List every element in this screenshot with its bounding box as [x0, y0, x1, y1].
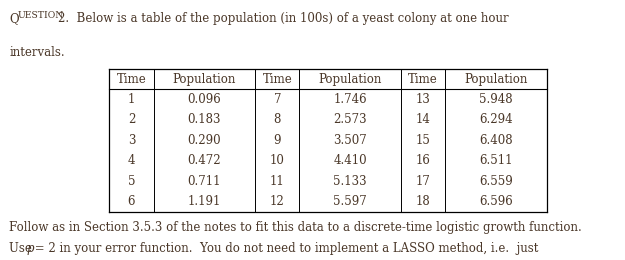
Text: intervals.: intervals. — [9, 46, 65, 58]
Text: Time: Time — [262, 73, 292, 86]
Text: 4: 4 — [127, 154, 135, 167]
Text: 17: 17 — [416, 175, 431, 188]
Text: 18: 18 — [416, 195, 431, 208]
Text: 5.597: 5.597 — [333, 195, 367, 208]
Text: 3: 3 — [127, 134, 135, 147]
Text: 4.410: 4.410 — [333, 154, 367, 167]
Text: 0.096: 0.096 — [188, 93, 221, 106]
Text: 7: 7 — [274, 93, 281, 106]
Text: 0.711: 0.711 — [188, 175, 221, 188]
Text: 5: 5 — [127, 175, 135, 188]
Text: UESTION: UESTION — [18, 11, 64, 20]
Text: 0.290: 0.290 — [188, 134, 221, 147]
Text: 3.507: 3.507 — [333, 134, 367, 147]
Text: 14: 14 — [416, 113, 431, 126]
Text: Use: Use — [9, 242, 36, 255]
Text: 6.511: 6.511 — [479, 154, 512, 167]
Text: 6.294: 6.294 — [479, 113, 513, 126]
Text: 8: 8 — [274, 113, 281, 126]
Text: Time: Time — [408, 73, 438, 86]
Text: 0.472: 0.472 — [188, 154, 221, 167]
Text: 1: 1 — [127, 93, 135, 106]
Text: 5.948: 5.948 — [479, 93, 513, 106]
Text: = 2 in your error function.  You do not need to implement a LASSO method, i.e.  : = 2 in your error function. You do not n… — [31, 242, 538, 255]
Text: Population: Population — [319, 73, 382, 86]
Text: 2.  Below is a table of the population (in 100s) of a yeast colony at one hour: 2. Below is a table of the population (i… — [58, 12, 509, 25]
Text: 9: 9 — [274, 134, 281, 147]
Text: 6.596: 6.596 — [479, 195, 513, 208]
Text: Population: Population — [464, 73, 528, 86]
Text: p: p — [26, 242, 34, 255]
Text: 2: 2 — [127, 113, 135, 126]
Text: 6.559: 6.559 — [479, 175, 513, 188]
Text: 16: 16 — [416, 154, 431, 167]
Text: 2.573: 2.573 — [333, 113, 367, 126]
Text: Time: Time — [117, 73, 146, 86]
Text: 12: 12 — [270, 195, 284, 208]
Text: Follow as in Section 3.5.3 of the notes to fit this data to a discrete-time logi: Follow as in Section 3.5.3 of the notes … — [9, 221, 582, 234]
Text: 11: 11 — [270, 175, 284, 188]
Text: Population: Population — [173, 73, 236, 86]
Text: 6.408: 6.408 — [479, 134, 513, 147]
Text: 1.746: 1.746 — [333, 93, 367, 106]
Text: 15: 15 — [416, 134, 431, 147]
Text: 5.133: 5.133 — [333, 175, 367, 188]
Text: 0.183: 0.183 — [188, 113, 221, 126]
Text: 1.191: 1.191 — [188, 195, 221, 208]
Text: 6: 6 — [127, 195, 135, 208]
Text: Q: Q — [9, 12, 19, 25]
Text: 10: 10 — [270, 154, 285, 167]
Text: 13: 13 — [416, 93, 431, 106]
